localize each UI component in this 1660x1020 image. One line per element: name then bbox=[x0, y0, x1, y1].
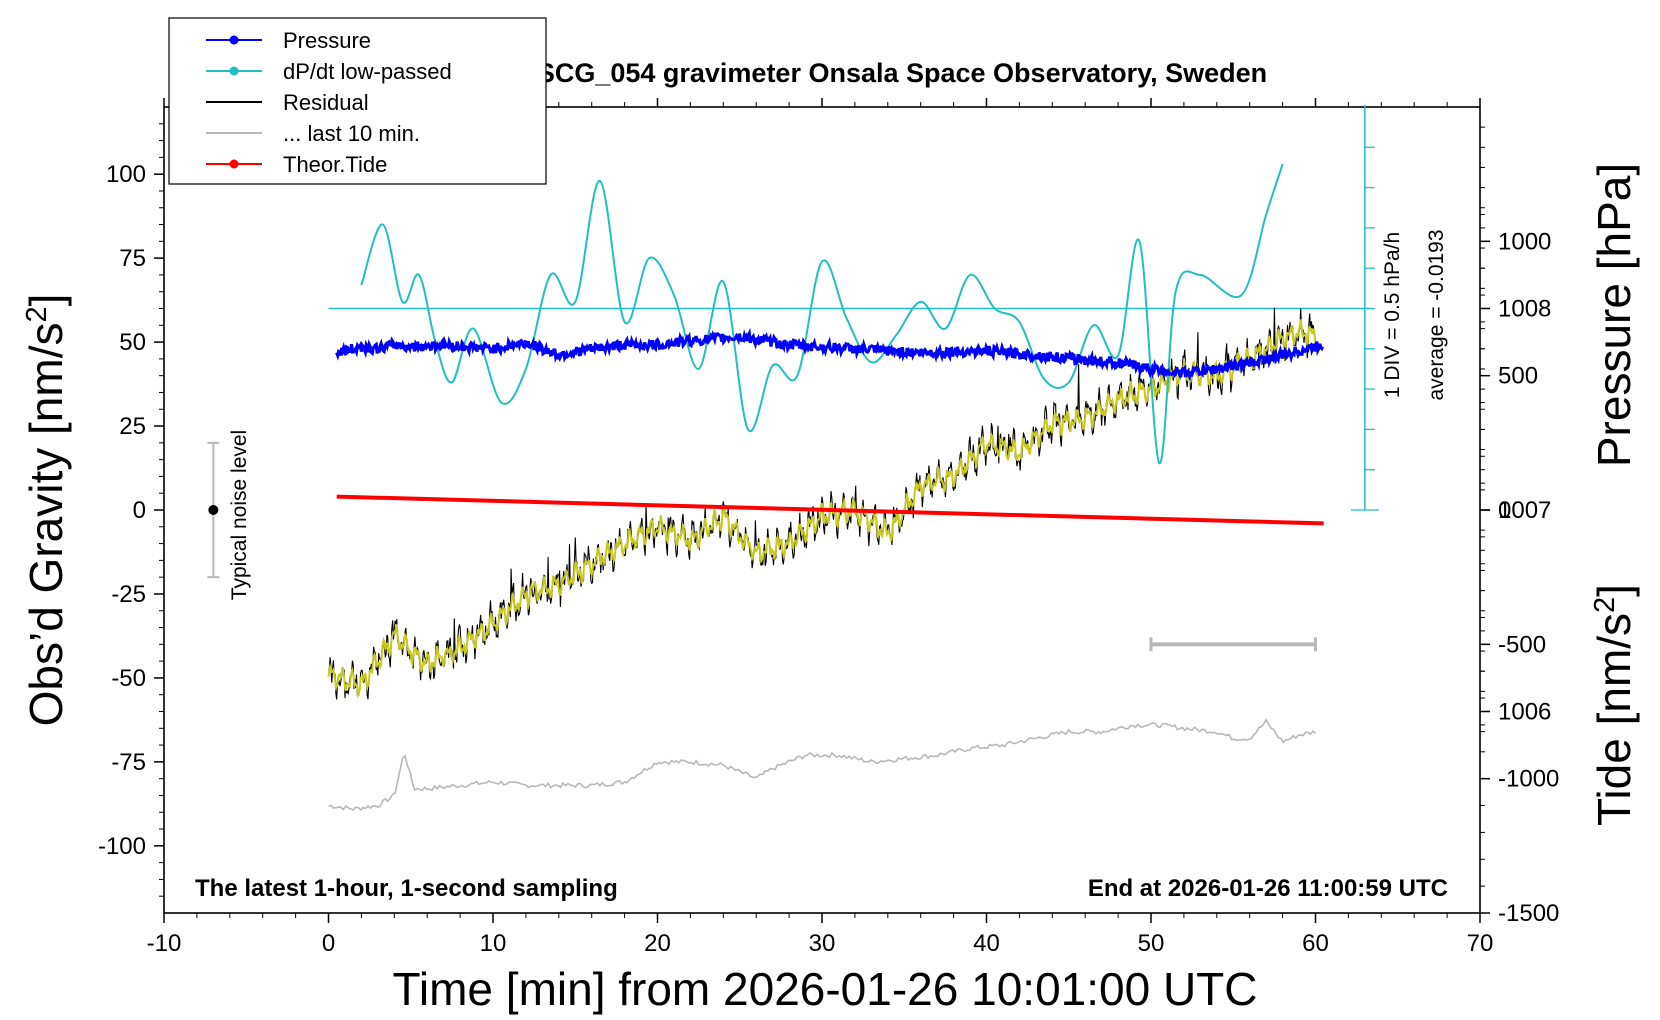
gravity-tick-label: 0 bbox=[133, 497, 146, 524]
tide-tick-label: -500 bbox=[1498, 631, 1546, 658]
noise-level-bar bbox=[207, 441, 220, 579]
gravity-tick-label: 100 bbox=[106, 161, 146, 188]
legend-marker-4 bbox=[229, 159, 239, 169]
x-tick-label: 70 bbox=[1467, 930, 1494, 957]
x-tick-label: 20 bbox=[644, 930, 671, 957]
tide-tick-label: 1000 bbox=[1498, 228, 1551, 255]
tide-axis-label-sup: 2 bbox=[1589, 597, 1621, 613]
x-tick-label: 30 bbox=[809, 930, 836, 957]
gravity-tick-label: -50 bbox=[111, 665, 146, 692]
pressure-tick-label: 1006 bbox=[1498, 699, 1551, 726]
gravity-tick-label: 75 bbox=[119, 245, 146, 272]
end-time-note: End at 2026-01-26 11:00:59 UTC bbox=[1088, 875, 1448, 902]
scale-label: 1 DIV = 0.5 hPa/h bbox=[1381, 232, 1404, 398]
tide-axis-label: Tide [nm/s2] bbox=[1588, 584, 1640, 826]
legend-label-1: dP/dt low-passed bbox=[283, 59, 452, 84]
chart-title: SCG_054 gravimeter Onsala Space Observat… bbox=[537, 58, 1267, 88]
gravity-axis-ticks: 100 75 50 25 0 -25 -50 -75 -100 bbox=[98, 123, 164, 897]
tide-axis-ticks: 1000 500 0 -500 -1000 -1500 bbox=[1480, 213, 1559, 927]
tide-tick-label: 0 bbox=[1498, 497, 1511, 524]
legend-marker-1 bbox=[229, 66, 239, 76]
pressure-tick-label: 1007 bbox=[1498, 497, 1551, 524]
last-10-min-line bbox=[328, 718, 1317, 812]
dpdt-scale-bar bbox=[1350, 105, 1379, 511]
noise-level-label: Typical noise level bbox=[228, 430, 251, 600]
tide-axis-label-close: ] bbox=[1588, 584, 1640, 597]
noise-bar-center-dot bbox=[208, 505, 219, 515]
legend: Pressure dP/dt low-passed Residual ... last… bbox=[168, 17, 547, 185]
sampling-note: The latest 1-hour, 1-second sampling bbox=[195, 875, 618, 902]
x-tick-label: 0 bbox=[322, 930, 335, 957]
average-label: average = -0.0193 bbox=[1425, 229, 1448, 400]
dpdt-line bbox=[360, 163, 1284, 465]
last-10-min-bar bbox=[1149, 637, 1317, 652]
tide-axis-label-main: Tide [nm/s bbox=[1588, 613, 1640, 826]
x-tick-label: -10 bbox=[147, 930, 182, 957]
x-tick-label: 60 bbox=[1302, 930, 1329, 957]
gravity-axis-label: Obs’d Gravity [nm/s2] bbox=[20, 294, 72, 727]
tide-tick-label: -1000 bbox=[1498, 766, 1559, 793]
legend-label-2: Residual bbox=[283, 90, 369, 115]
gravity-tick-label: -75 bbox=[111, 749, 146, 776]
x-tick-label: 40 bbox=[973, 930, 1000, 957]
gravity-axis-label-sup: 2 bbox=[21, 306, 53, 322]
legend-label-3: ... last 10 min. bbox=[283, 121, 420, 146]
pressure-axis-label: Pressure [hPa] bbox=[1588, 163, 1640, 467]
gravity-axis-label-close: ] bbox=[20, 294, 72, 307]
legend-marker-0 bbox=[229, 35, 239, 45]
legend-label-0: Pressure bbox=[283, 28, 371, 53]
gravity-axis-label-main: Obs’d Gravity [nm/s bbox=[20, 323, 72, 727]
tide-tick-label: 500 bbox=[1498, 363, 1538, 390]
x-tick-label: 10 bbox=[480, 930, 507, 957]
x-axis-label: Time [min] from 2026-01-26 10:01:00 UTC bbox=[393, 963, 1258, 1015]
pressure-tick-label: 1008 bbox=[1498, 296, 1551, 323]
tide-line bbox=[336, 494, 1324, 526]
gravity-tick-label: -100 bbox=[98, 833, 146, 860]
gravity-tick-label: 50 bbox=[119, 329, 146, 356]
x-tick-label: 50 bbox=[1138, 930, 1165, 957]
series-layer bbox=[327, 163, 1370, 812]
gravity-tick-label: 25 bbox=[119, 413, 146, 440]
tide-tick-label: -1500 bbox=[1498, 900, 1559, 927]
gravity-tick-label: -25 bbox=[111, 581, 146, 608]
legend-label-4: Theor.Tide bbox=[283, 152, 387, 177]
pressure-line bbox=[335, 327, 1325, 382]
